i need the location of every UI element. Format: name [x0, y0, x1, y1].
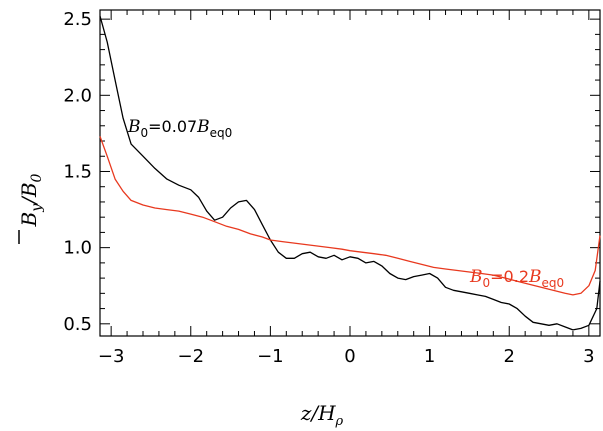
series-label-black: B0=0.07Beq0 — [127, 117, 232, 140]
y-tick-label: 2.5 — [63, 9, 92, 30]
series-lines — [99, 15, 601, 331]
y-tick-label: 1.5 — [63, 161, 92, 182]
series-label-red: B0=0.2Beq0 — [469, 267, 564, 290]
x-tick-label: 0 — [344, 346, 355, 367]
x-tick-label: −2 — [177, 346, 204, 367]
axis-tick-labels: −3 −2 −1 0 1 2 3 0.5 1.0 1.5 2.0 2.5 — [63, 9, 594, 367]
x-axis-label: z/Hρ — [300, 401, 344, 429]
svg-text:By/B0: By/B0 — [17, 173, 45, 227]
axis-ticks — [100, 10, 600, 336]
x-tick-label: −1 — [257, 346, 284, 367]
plot-frame — [99, 9, 601, 337]
x-tick-label: 2 — [504, 346, 515, 367]
series-line-red — [99, 136, 601, 296]
y-tick-label: 2.0 — [63, 85, 92, 106]
series-line-black — [99, 15, 601, 331]
y-axis-label: By/B0 — [17, 173, 45, 244]
y-tick-label: 0.5 — [63, 314, 92, 335]
y-tick-label: 1.0 — [63, 238, 92, 259]
x-tick-label: 1 — [424, 346, 435, 367]
x-tick-label: −3 — [98, 346, 125, 367]
x-tick-label: 3 — [583, 346, 594, 367]
